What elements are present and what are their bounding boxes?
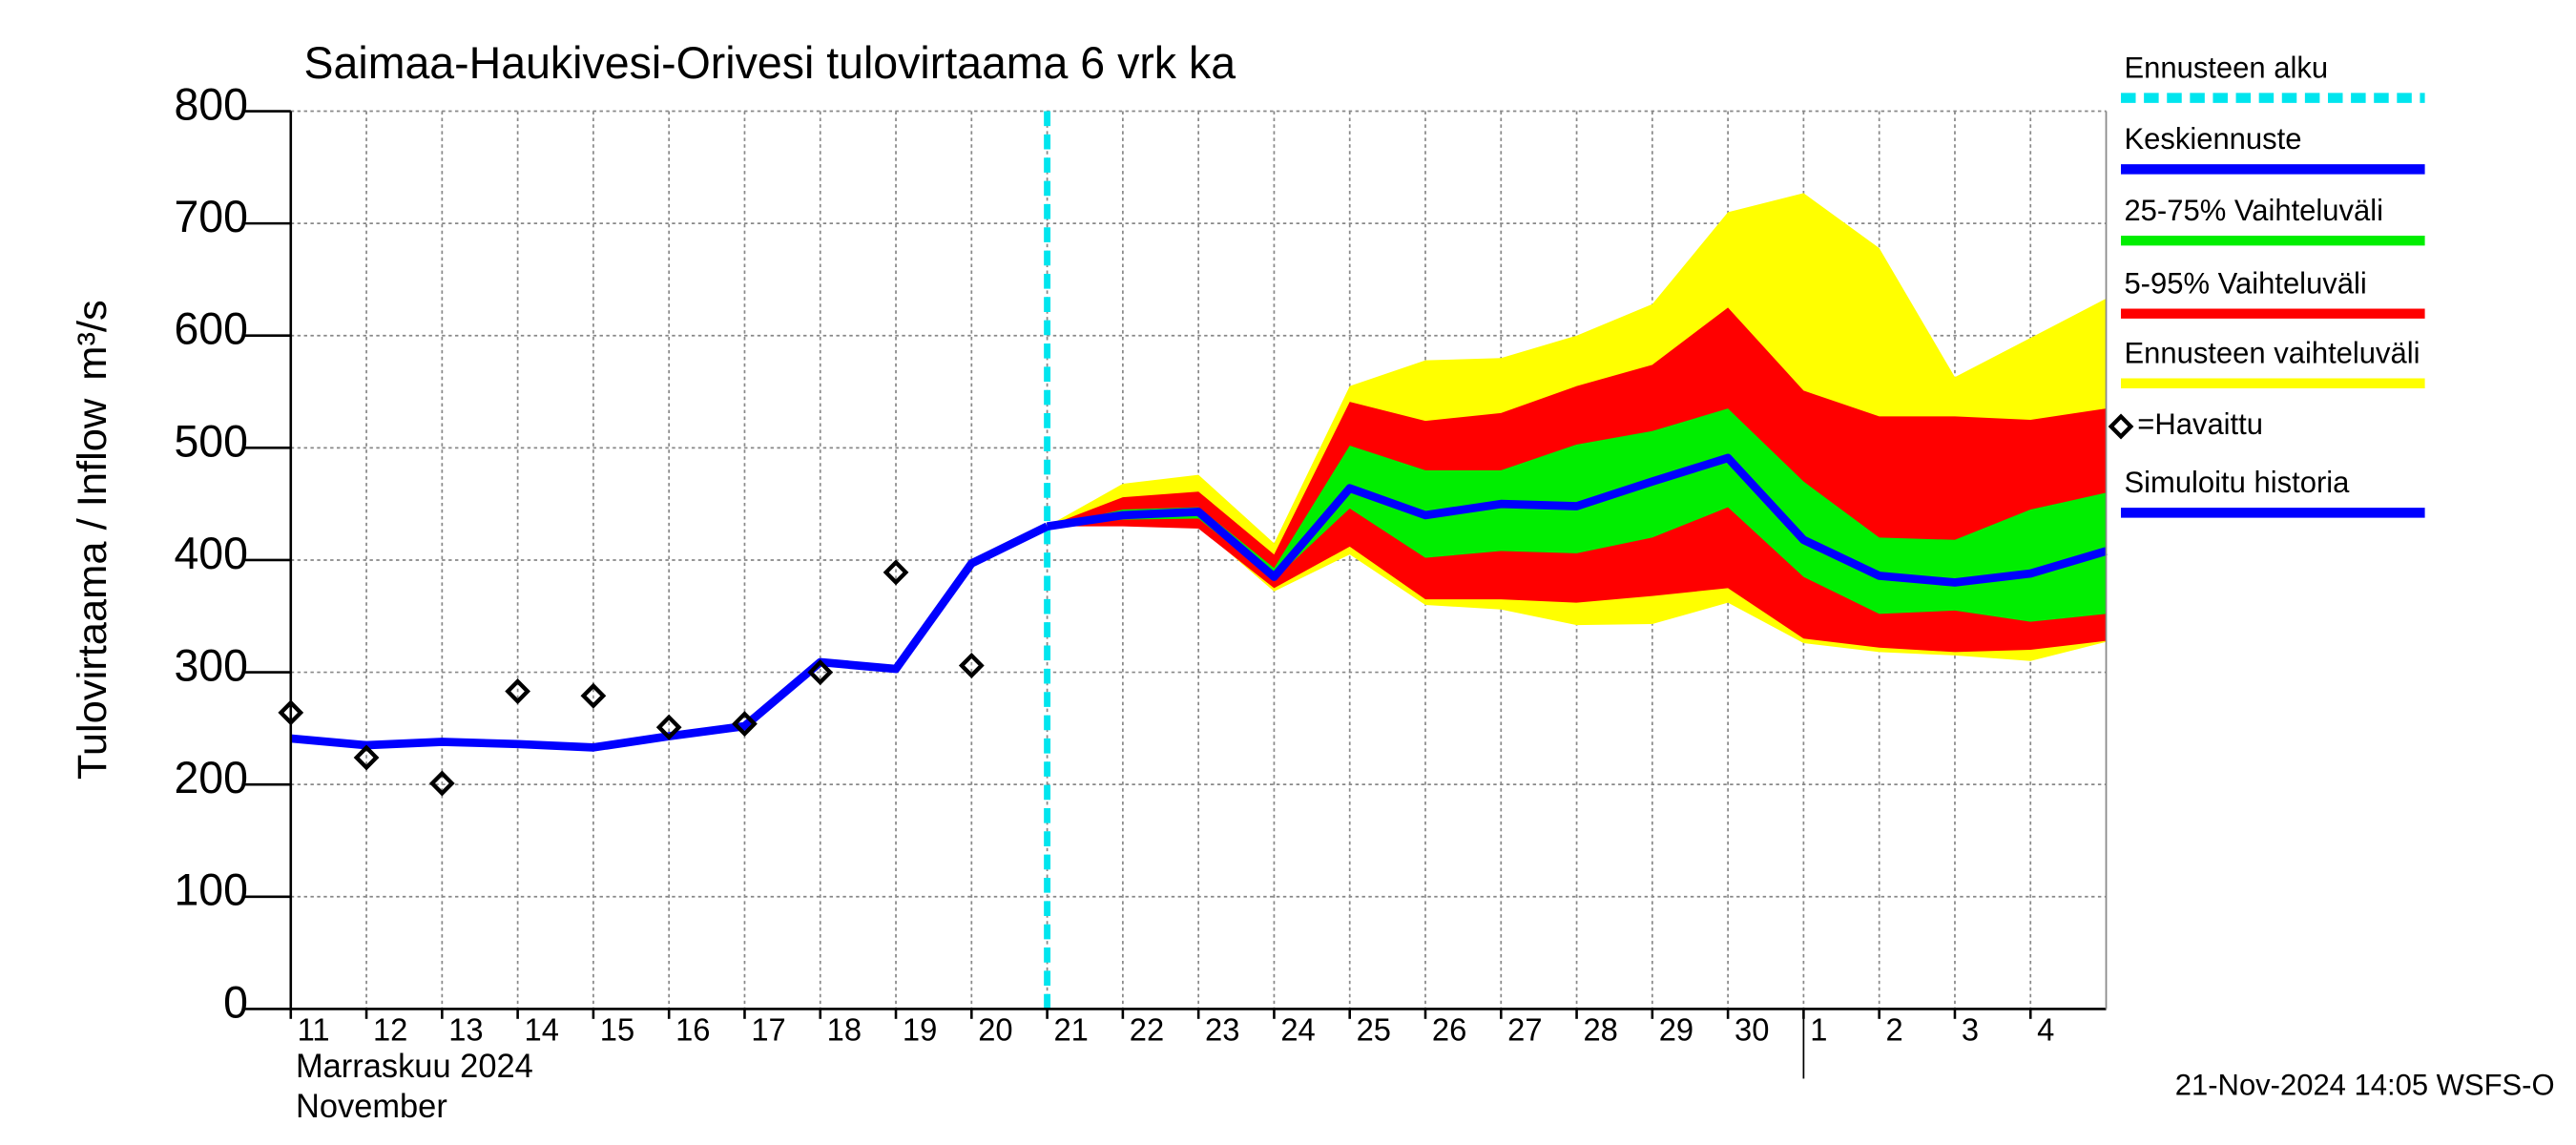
x-tick-label: 13: [448, 1011, 483, 1047]
legend-label: 25-75% Vaihteluväli: [2124, 194, 2383, 227]
month-label: Marraskuu 2024: [296, 1049, 533, 1085]
observed-point: [580, 682, 607, 709]
x-tick-label: 21: [1053, 1011, 1088, 1047]
x-tick-label: 23: [1205, 1011, 1239, 1047]
observed-point: [428, 770, 455, 797]
y-tick-label: 0: [223, 977, 248, 1027]
month-label-en: November: [296, 1089, 447, 1125]
x-tick-label: 22: [1130, 1011, 1164, 1047]
legend-label: Ennusteen vaihteluväli: [2124, 336, 2420, 369]
timestamp: 21-Nov-2024 14:05 WSFS-O: [2175, 1068, 2555, 1101]
x-tick-label: 27: [1507, 1011, 1542, 1047]
legend-marker: [2108, 413, 2134, 440]
observed-point: [353, 744, 380, 771]
observed-point: [732, 711, 758, 738]
y-tick-label: 700: [174, 192, 248, 241]
x-tick-label: 29: [1659, 1011, 1693, 1047]
y-tick-label: 500: [174, 416, 248, 466]
x-tick-label: 17: [751, 1011, 785, 1047]
y-axis-label: Tulovirtaama / Inflow: [70, 398, 115, 780]
unit-label: m³/s: [70, 300, 115, 380]
x-tick-label: 3: [1962, 1011, 1979, 1047]
x-tick-label: 1: [1810, 1011, 1827, 1047]
x-tick-label: 24: [1280, 1011, 1315, 1047]
legend-label: Keskiennuste: [2124, 122, 2301, 156]
x-tick-label: 26: [1432, 1011, 1466, 1047]
legend-label: Simuloitu historia: [2124, 466, 2350, 499]
x-tick-label: 30: [1735, 1011, 1769, 1047]
x-tick-label: 15: [600, 1011, 634, 1047]
x-tick-label: 18: [827, 1011, 862, 1047]
x-tick-label: 25: [1357, 1011, 1391, 1047]
y-tick-label: 100: [174, 865, 248, 915]
x-tick-label: 11: [298, 1011, 330, 1047]
x-tick-label: 4: [2037, 1011, 2054, 1047]
band: [1047, 408, 2107, 622]
x-tick-label: 12: [373, 1011, 407, 1047]
chart-title: Saimaa-Haukivesi-Orivesi tulovirtaama 6 …: [304, 38, 1236, 88]
x-tick-label: 16: [675, 1011, 710, 1047]
y-tick-label: 800: [174, 79, 248, 129]
y-tick-label: 300: [174, 640, 248, 690]
observed-point: [505, 678, 531, 705]
observed-point: [655, 714, 682, 740]
x-tick-label: 28: [1583, 1011, 1617, 1047]
x-tick-label: 19: [903, 1011, 937, 1047]
observed-point: [883, 559, 909, 586]
legend-label: =Havaittu: [2137, 407, 2263, 441]
x-tick-label: 2: [1886, 1011, 1903, 1047]
x-tick-label: 20: [978, 1011, 1012, 1047]
y-tick-label: 200: [174, 753, 248, 802]
line: [1046, 453, 2108, 587]
y-tick-label: 600: [174, 303, 248, 353]
observed-point: [958, 652, 985, 679]
legend-label: Ennusteen alku: [2124, 51, 2328, 84]
x-tick-label: 14: [525, 1011, 559, 1047]
legend-label: 5-95% Vaihteluväli: [2124, 266, 2366, 300]
y-tick-label: 400: [174, 529, 248, 578]
observed-point: [807, 659, 834, 686]
